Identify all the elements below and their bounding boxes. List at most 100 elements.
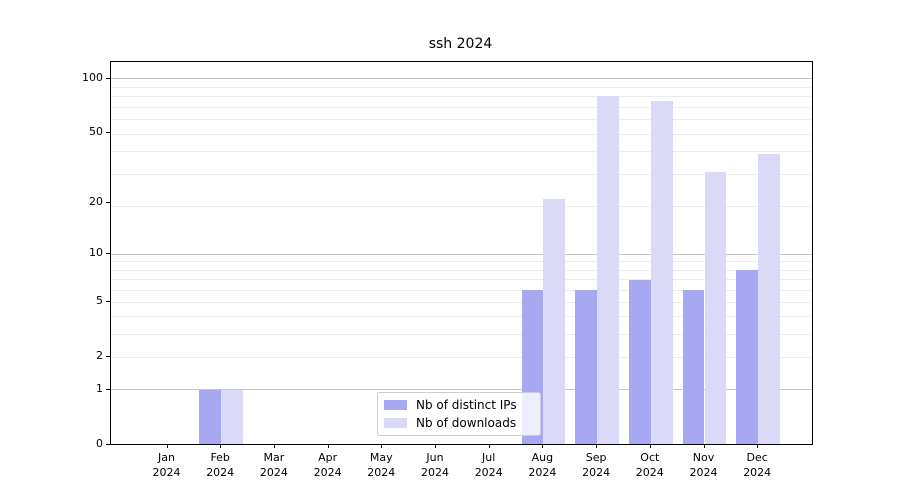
x-axis-tick xyxy=(166,444,168,448)
x-axis-tick xyxy=(649,444,651,448)
x-tick-label-month: Oct xyxy=(640,451,660,464)
x-axis-tick xyxy=(327,444,329,448)
x-axis-tick xyxy=(220,444,222,448)
x-axis-tick xyxy=(596,444,598,448)
y-tick-label: 20 xyxy=(89,195,103,209)
x-tick-label-month: Apr xyxy=(318,451,338,464)
bar-downloads-aug xyxy=(543,199,566,445)
minor-gridline xyxy=(111,151,812,153)
bar-distinct-ips-sep xyxy=(575,290,598,445)
bar-distinct-ips-oct xyxy=(629,279,651,445)
bar-downloads-dec xyxy=(758,153,780,445)
x-axis-tick xyxy=(488,444,490,448)
legend-label-distinct-ips: Nb of distinct IPs xyxy=(416,398,517,412)
major-gridline xyxy=(111,253,812,255)
x-axis-tick xyxy=(435,444,436,448)
minor-gridline xyxy=(111,279,812,281)
minor-gridline xyxy=(111,269,812,271)
plot-area xyxy=(110,61,813,445)
minor-gridline xyxy=(111,96,812,98)
x-tick-label: Apr 2024 xyxy=(296,450,360,480)
x-tick-label-month: Sep xyxy=(585,451,607,464)
x-tick-label-year: 2024 xyxy=(689,466,718,479)
y-tick-label: 1 xyxy=(96,381,103,395)
x-tick-label-month: Jun xyxy=(426,451,444,464)
y-axis-tick xyxy=(106,388,110,390)
x-axis-tick xyxy=(273,444,275,448)
x-tick-label-month: Aug xyxy=(531,451,554,464)
x-tick-label: Nov 2024 xyxy=(672,450,736,480)
minor-gridline xyxy=(111,301,812,303)
minor-gridline xyxy=(111,133,812,135)
bar-distinct-ips-nov xyxy=(682,290,705,445)
x-tick-label: Mar 2024 xyxy=(242,450,306,480)
bar-downloads-sep xyxy=(597,96,619,445)
minor-gridline xyxy=(111,356,812,358)
x-tick-label: Feb 2024 xyxy=(188,450,252,480)
legend-entry-distinct-ips: Nb of distinct IPs xyxy=(384,398,534,412)
minor-gridline xyxy=(111,261,812,263)
bar-distinct-ips-feb xyxy=(199,389,222,445)
x-tick-label-year: 2024 xyxy=(582,466,611,479)
minor-gridline xyxy=(111,174,812,176)
x-tick-label-month: Jul xyxy=(482,451,496,464)
minor-gridline xyxy=(111,107,812,109)
bar-distinct-ips-dec xyxy=(736,270,759,445)
bar-downloads-nov xyxy=(704,172,727,445)
x-tick-label-year: 2024 xyxy=(259,466,288,479)
x-tick-label: Oct 2024 xyxy=(618,450,682,480)
minor-gridline xyxy=(111,206,812,208)
x-tick-label-month: Mar xyxy=(263,451,285,464)
x-tick-label: Aug 2024 xyxy=(510,450,574,480)
legend-label-downloads: Nb of downloads xyxy=(416,416,517,430)
x-axis-tick xyxy=(703,444,705,448)
x-tick-label: Sep 2024 xyxy=(564,450,628,480)
x-tick-label: Jan 2024 xyxy=(135,450,199,480)
x-tick-label-month: May xyxy=(369,451,393,464)
major-gridline xyxy=(111,78,812,79)
x-tick-label-year: 2024 xyxy=(474,466,503,479)
y-tick-label: 50 xyxy=(89,124,103,138)
x-tick-label-month: Nov xyxy=(692,451,715,464)
x-axis-tick xyxy=(757,444,759,448)
x-tick-label: Jul 2024 xyxy=(457,450,521,480)
x-tick-label-year: 2024 xyxy=(528,466,557,479)
y-tick-label: 2 xyxy=(96,349,103,363)
minor-gridline xyxy=(111,87,812,89)
chart-title: ssh 2024 xyxy=(428,36,493,52)
y-axis-tick xyxy=(106,443,110,445)
x-tick-label-month: Feb xyxy=(210,451,230,464)
y-axis-tick xyxy=(106,301,110,303)
y-tick-label: 5 xyxy=(96,294,103,308)
legend-swatch-distinct-ips xyxy=(384,400,407,410)
x-tick-label-year: 2024 xyxy=(367,466,396,479)
legend-swatch-downloads xyxy=(384,418,407,428)
minor-gridline xyxy=(111,119,812,121)
legend: Nb of distinct IPs Nb of downloads xyxy=(377,392,541,436)
y-axis-tick xyxy=(106,77,110,79)
bar-downloads-oct xyxy=(650,101,673,445)
y-tick-label: 100 xyxy=(82,70,103,84)
x-axis-tick xyxy=(542,444,544,448)
x-tick-label-month: Jan xyxy=(158,451,175,464)
x-tick-label: Jun 2024 xyxy=(403,450,467,480)
minor-gridline xyxy=(111,316,812,318)
bar-downloads-feb xyxy=(221,389,243,445)
x-tick-label-year: 2024 xyxy=(635,466,664,479)
y-axis-tick xyxy=(106,202,110,204)
minor-gridline xyxy=(111,334,812,336)
x-tick-label-year: 2024 xyxy=(152,466,181,479)
x-tick-label-year: 2024 xyxy=(206,466,235,479)
x-tick-label: Dec 2024 xyxy=(725,450,789,480)
y-axis-tick xyxy=(106,253,110,255)
minor-gridline xyxy=(111,289,812,291)
x-tick-label-year: 2024 xyxy=(421,466,449,479)
y-tick-label: 0 xyxy=(96,436,103,450)
y-tick-label: 10 xyxy=(89,246,103,260)
major-gridline xyxy=(111,389,812,391)
y-axis-tick xyxy=(106,356,110,358)
x-tick-label: May 2024 xyxy=(349,450,413,480)
legend-entry-downloads: Nb of downloads xyxy=(384,416,534,430)
x-tick-label-month: Dec xyxy=(746,451,768,464)
